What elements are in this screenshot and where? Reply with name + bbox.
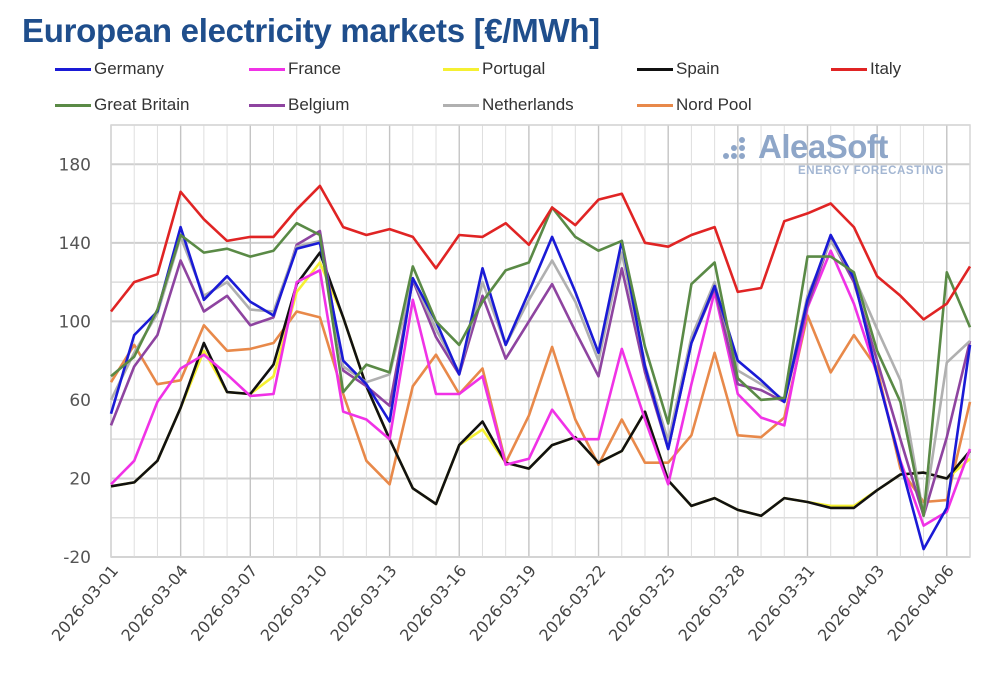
x-tick-label: 2026-03-28 xyxy=(675,561,749,644)
legend-swatch-italy xyxy=(831,67,867,71)
x-tick-label: 2026-03-13 xyxy=(326,561,400,644)
y-tick-label: -20 xyxy=(63,548,91,568)
legend-swatch-germany xyxy=(55,67,91,71)
series-line-italy xyxy=(109,184,972,321)
x-tick-label: 2026-03-25 xyxy=(605,561,679,644)
y-tick-label: 20 xyxy=(69,469,91,489)
chart-title: European electricity markets [€/MWh] xyxy=(22,12,600,49)
series-line-netherlands xyxy=(109,235,971,518)
x-tick-label: 2026-03-31 xyxy=(744,561,818,644)
x-tick-label: 2026-03-16 xyxy=(396,561,470,644)
legend-item-great-britain: Great Britain xyxy=(55,94,189,116)
legend-swatch-spain xyxy=(637,67,673,71)
grid xyxy=(110,124,971,558)
legend: Germany France Portugal Spain Italy Grea… xyxy=(55,58,955,124)
legend-swatch-belgium xyxy=(249,103,285,107)
y-tick-label: 100 xyxy=(59,312,91,332)
legend-swatch-netherlands xyxy=(443,103,479,107)
y-tick-label: 180 xyxy=(59,155,91,175)
series-lines xyxy=(109,184,972,551)
series-line-germany xyxy=(109,225,972,551)
legend-item-nord-pool: Nord Pool xyxy=(637,94,752,116)
y-tick-label: 60 xyxy=(69,391,91,411)
legend-item-portugal: Portugal xyxy=(443,58,545,80)
legend-label: Italy xyxy=(870,59,902,78)
x-tick-label: 2026-04-06 xyxy=(884,561,958,644)
x-axis: 2026-03-012026-03-042026-03-072026-03-10… xyxy=(48,561,958,644)
legend-swatch-nord-pool xyxy=(637,103,673,107)
x-tick-label: 2026-03-10 xyxy=(257,561,331,644)
legend-item-spain: Spain xyxy=(637,58,719,80)
watermark-name: AleaSoft xyxy=(758,128,888,165)
x-tick-label: 2026-03-07 xyxy=(187,561,261,644)
legend-label: France xyxy=(288,59,341,78)
aleasoft-watermark: AleaSoft ENERGY FORECASTING xyxy=(720,128,960,184)
legend-swatch-portugal xyxy=(443,67,479,71)
legend-swatch-great-britain xyxy=(55,103,91,107)
series-line-spain xyxy=(110,251,971,518)
x-tick-label: 2026-03-01 xyxy=(48,561,122,644)
legend-label: Netherlands xyxy=(482,95,574,114)
watermark-tagline: ENERGY FORECASTING xyxy=(798,165,945,177)
logo-dots-icon xyxy=(723,137,745,159)
y-tick-label: 140 xyxy=(59,234,91,254)
legend-label: Belgium xyxy=(288,95,350,114)
x-tick-label: 2026-04-03 xyxy=(814,561,888,644)
y-axis: -20 20 60 100 140 180 xyxy=(59,155,91,568)
legend-item-france: France xyxy=(249,58,341,80)
legend-label: Great Britain xyxy=(94,95,190,114)
series-line-great-britain xyxy=(110,206,972,518)
legend-swatch-france xyxy=(249,67,285,71)
legend-label: Portugal xyxy=(482,59,546,78)
legend-item-italy: Italy xyxy=(831,58,901,80)
series-line-nord-pool xyxy=(109,310,972,504)
x-tick-label: 2026-03-22 xyxy=(535,561,609,644)
x-tick-label: 2026-03-19 xyxy=(466,561,540,644)
x-tick-label: 2026-03-04 xyxy=(117,561,191,644)
legend-label: Nord Pool xyxy=(676,95,752,114)
legend-label: Germany xyxy=(94,59,164,78)
legend-item-belgium: Belgium xyxy=(249,94,349,116)
legend-item-netherlands: Netherlands xyxy=(443,94,574,116)
legend-item-germany: Germany xyxy=(55,58,164,80)
plot-border xyxy=(110,124,971,558)
series-line-france xyxy=(110,249,972,527)
legend-label: Spain xyxy=(676,59,720,78)
